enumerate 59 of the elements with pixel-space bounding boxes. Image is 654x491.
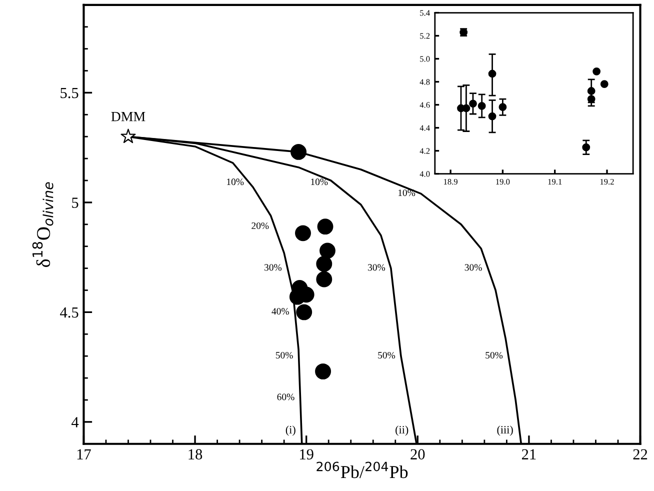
y-tick-label: 5.0: [420, 56, 430, 62]
annotation: 40%: [272, 308, 289, 315]
point: [320, 242, 336, 259]
annotation: 20%: [252, 222, 269, 230]
y-tick-label: 4.6: [420, 102, 430, 108]
annotation: (ii): [396, 426, 408, 436]
point: [120, 128, 136, 144]
annotation: DMM: [111, 112, 146, 122]
point: [296, 304, 312, 320]
x-tick-label: 18: [188, 449, 202, 460]
x-tick-label: 17: [77, 449, 91, 460]
point: [587, 87, 596, 95]
point: [478, 102, 486, 110]
annotation: 10%: [227, 178, 244, 186]
x-tick-label: 18.9: [444, 178, 458, 185]
y-tick-label: 4.5: [60, 307, 78, 318]
y-tick-label: 5: [72, 198, 78, 208]
point: [317, 218, 334, 235]
x-tick-label: 21: [522, 449, 536, 460]
y-tick-label: 4.8: [420, 79, 430, 85]
x-tick-label: 19.2: [600, 178, 614, 185]
annotation: 10%: [398, 190, 416, 196]
point: [315, 363, 332, 380]
annotation: (i): [286, 426, 296, 436]
x-tick-label: 19.0: [496, 178, 510, 185]
x-tick-label: 19: [300, 449, 314, 460]
y-tick-label: 4.0: [420, 171, 430, 177]
point: [295, 225, 311, 242]
point: [498, 103, 507, 112]
x-tick-label: 22: [633, 449, 648, 460]
x-axis-title: $^{206}$Pb/$^{204}$Pb: [316, 462, 408, 478]
annotation: 50%: [486, 352, 503, 359]
annotation: (iii): [497, 426, 513, 436]
annotation: 10%: [311, 178, 328, 186]
annotation: 30%: [464, 264, 482, 271]
point: [316, 271, 332, 288]
x-tick-label: 20: [410, 449, 425, 460]
annotation: 50%: [276, 352, 293, 359]
annotation: 60%: [277, 394, 294, 400]
y-axis-title: δ$^{18}$O$_{olivine}$: [32, 182, 54, 268]
point: [592, 67, 601, 76]
annotation: 50%: [378, 352, 396, 359]
y-tick-label: 5.2: [420, 33, 430, 39]
point: [587, 95, 596, 103]
y-tick-label: 4.2: [420, 148, 430, 154]
y-tick-label: 5.4: [420, 10, 430, 16]
point: [582, 143, 590, 152]
point: [469, 100, 477, 108]
annotation: 30%: [264, 264, 282, 271]
annotation: 30%: [368, 264, 386, 271]
point: [488, 70, 496, 78]
y-tick-label: 4: [72, 417, 79, 428]
point: [600, 80, 608, 88]
x-tick-label: 19.1: [548, 178, 562, 185]
y-tick-label: 5.5: [60, 88, 78, 98]
point: [290, 144, 307, 160]
y-tick-label: 4.4: [420, 125, 430, 131]
point: [316, 256, 332, 272]
point: [488, 112, 496, 120]
